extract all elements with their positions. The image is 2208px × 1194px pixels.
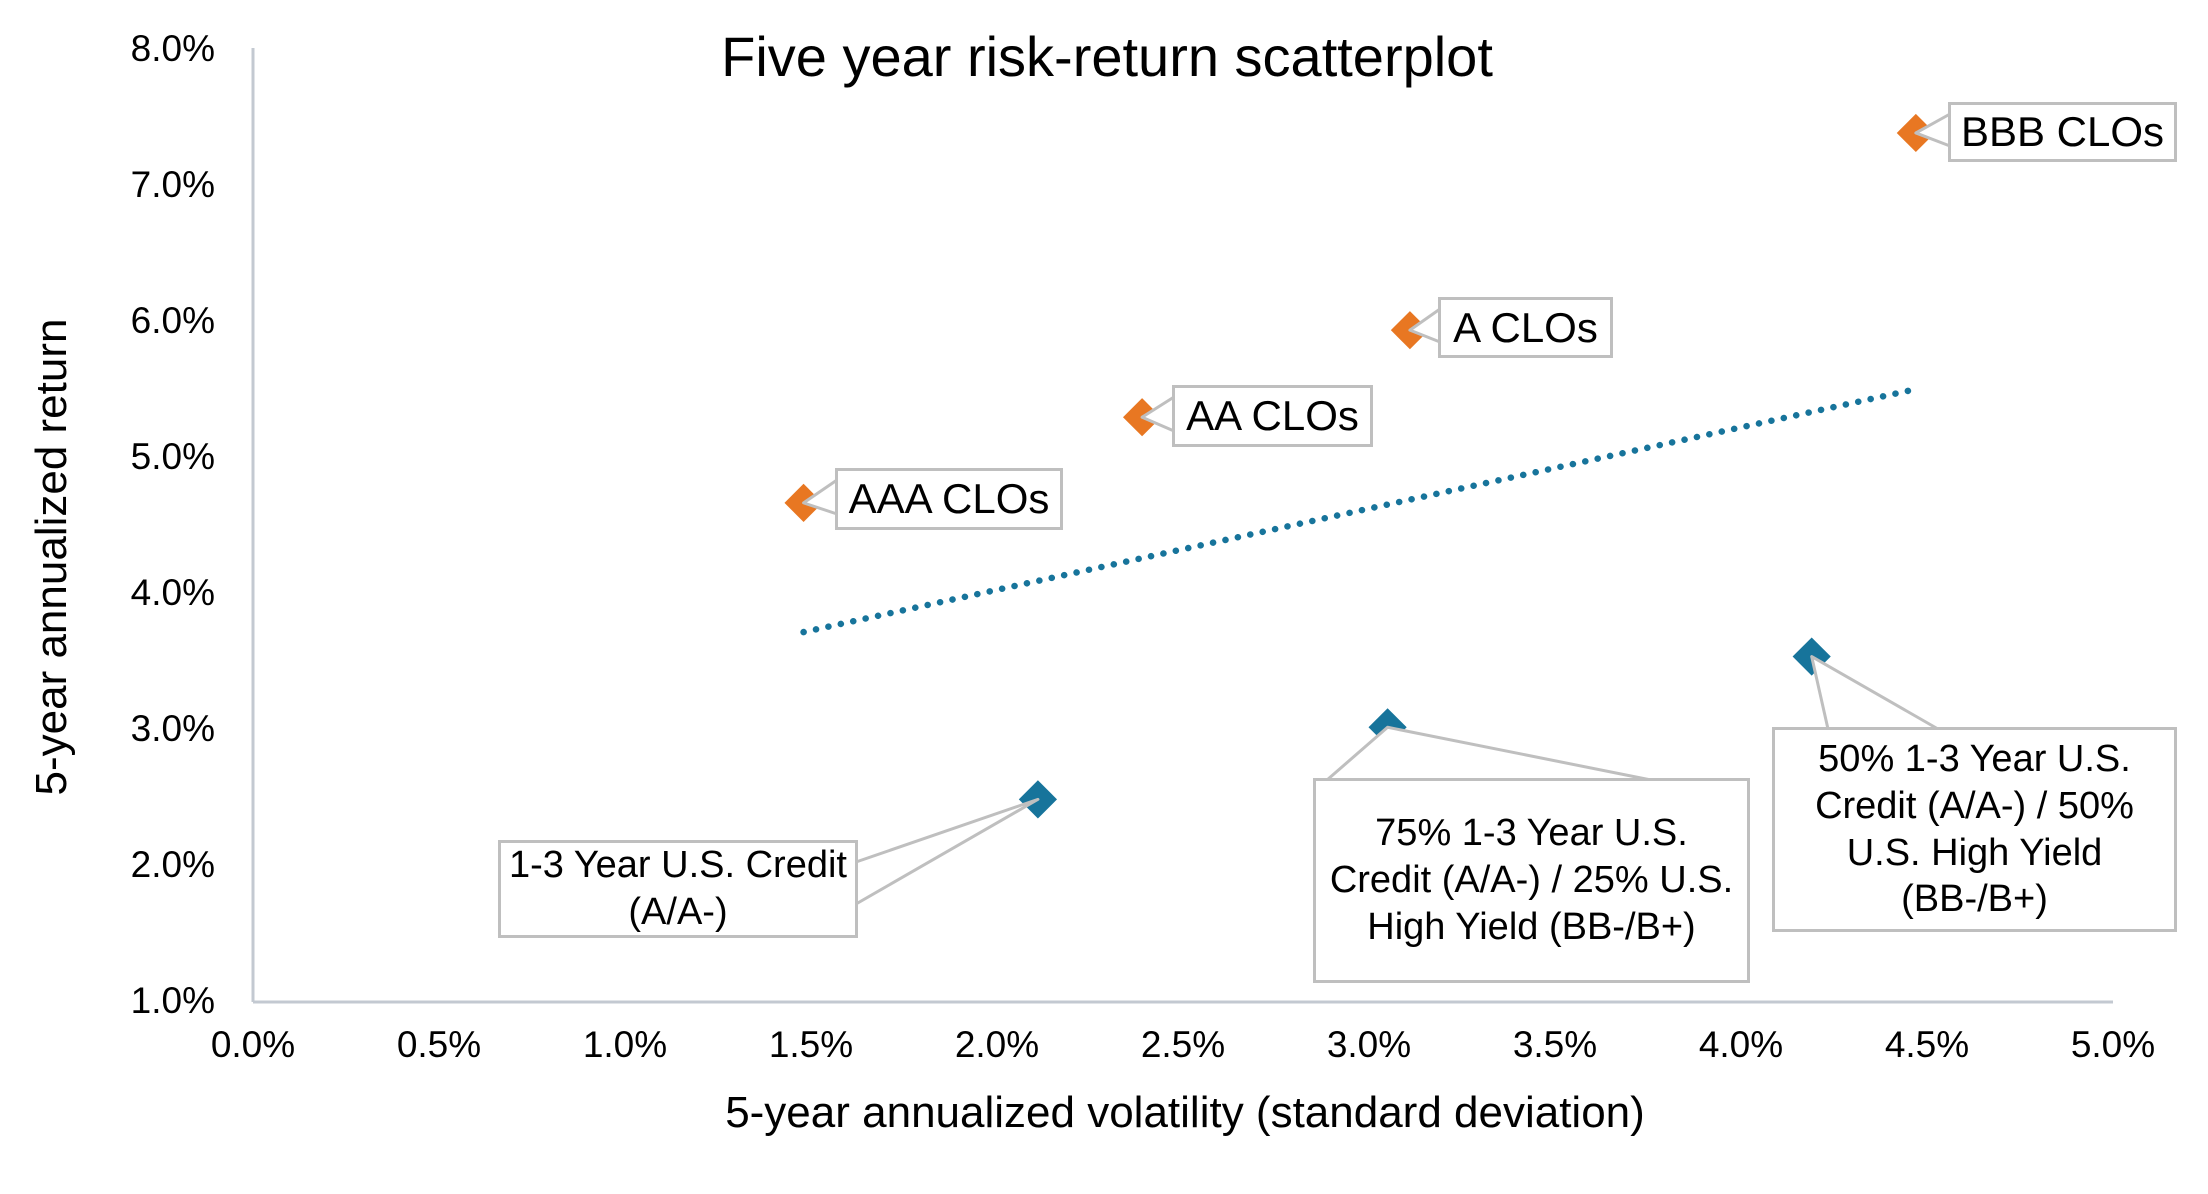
x-tick-label: 0.0% (210, 1024, 296, 1065)
y-tick-label: 7.0% (130, 164, 215, 205)
x-axis-title: 5-year annualized volatility (standard d… (725, 1088, 1645, 1137)
callout-label: AAA CLOs (835, 468, 1063, 530)
x-tick-label: 0.5% (396, 1024, 482, 1065)
x-tick-label: 1.5% (768, 1024, 854, 1065)
x-tick-label: 5.0% (2070, 1024, 2156, 1065)
y-axis-title: 5-year annualized return (27, 318, 76, 796)
x-tick-label: 3.0% (1326, 1024, 1412, 1065)
x-tick-label: 2.5% (1140, 1024, 1226, 1065)
x-tick-label: 2.0% (954, 1024, 1040, 1065)
callout-label: A CLOs (1438, 297, 1613, 358)
callout-label: 50% 1-3 Year U.S. Credit (A/A-) / 50% U.… (1772, 727, 2177, 932)
callout-label: AA CLOs (1172, 385, 1373, 447)
callout-label: 75% 1-3 Year U.S. Credit (A/A-) / 25% U.… (1313, 778, 1750, 983)
callout-pointer (1810, 655, 1940, 731)
callout-label: 1-3 Year U.S. Credit (A/A-) (498, 840, 858, 938)
x-tick-label: 4.0% (1698, 1024, 1784, 1065)
y-tick-label: 4.0% (130, 572, 215, 613)
trendline (800, 386, 1916, 636)
x-tick-label: 4.5% (1884, 1024, 1970, 1065)
callout-label: BBB CLOs (1948, 102, 2177, 162)
y-tick-label: 5.0% (130, 436, 215, 477)
y-tick-label: 6.0% (130, 300, 215, 341)
y-tick-label: 3.0% (130, 708, 215, 749)
chart-title: Five year risk-return scatterplot (721, 25, 1493, 88)
callout-pointer (854, 797, 1040, 906)
y-tick-label: 1.0% (130, 980, 215, 1021)
x-tick-label: 1.0% (582, 1024, 668, 1065)
callout-pointer (1325, 725, 1653, 782)
y-tick-label: 2.0% (130, 844, 215, 885)
x-tick-label: 3.5% (1512, 1024, 1598, 1065)
y-tick-label: 8.0% (130, 28, 215, 69)
